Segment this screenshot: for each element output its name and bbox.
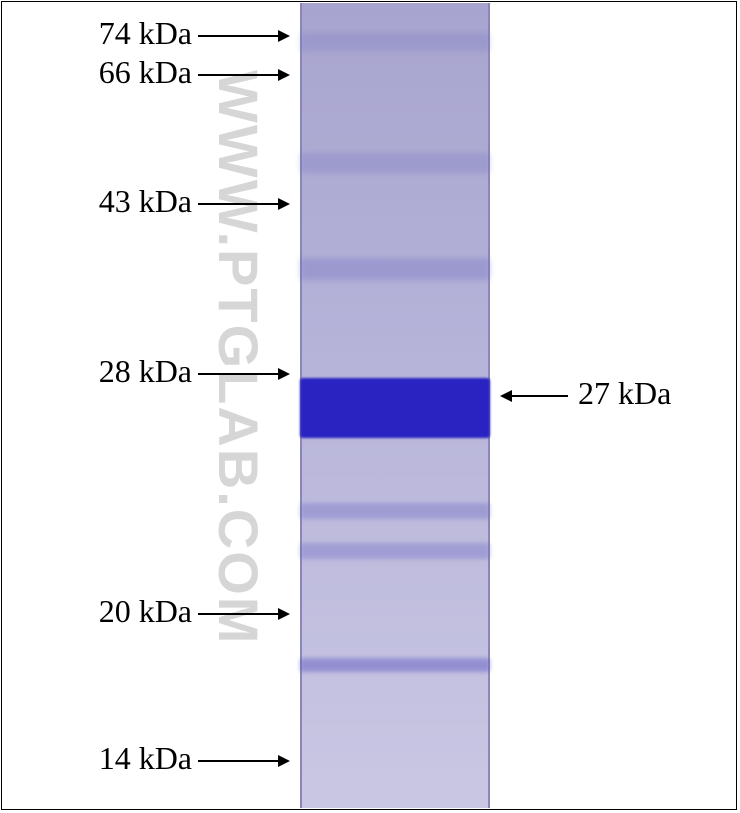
gel-band: [300, 258, 490, 280]
result-band-label: 27 kDa: [578, 375, 671, 412]
gel-band: [300, 153, 490, 173]
gel-band: [300, 378, 490, 438]
marker-arrow-icon: [198, 195, 292, 213]
gel-band: [300, 503, 490, 519]
marker-arrow-icon: [198, 66, 292, 84]
marker-arrow-icon: [198, 752, 292, 770]
gel-band: [300, 658, 490, 672]
result-arrow: [500, 387, 570, 405]
marker-arrow-icon: [198, 365, 292, 383]
marker-arrow-icon: [198, 27, 292, 45]
gel-band: [300, 33, 490, 51]
marker-label: 66 kDa: [99, 54, 192, 91]
marker-label: 43 kDa: [99, 183, 192, 220]
marker-label: 74 kDa: [99, 15, 192, 52]
marker-label: 14 kDa: [99, 740, 192, 777]
gel-lane: [300, 3, 490, 808]
marker-label: 20 kDa: [99, 593, 192, 630]
gel-band: [300, 543, 490, 559]
marker-arrow-icon: [198, 605, 292, 623]
marker-label: 28 kDa: [99, 353, 192, 390]
